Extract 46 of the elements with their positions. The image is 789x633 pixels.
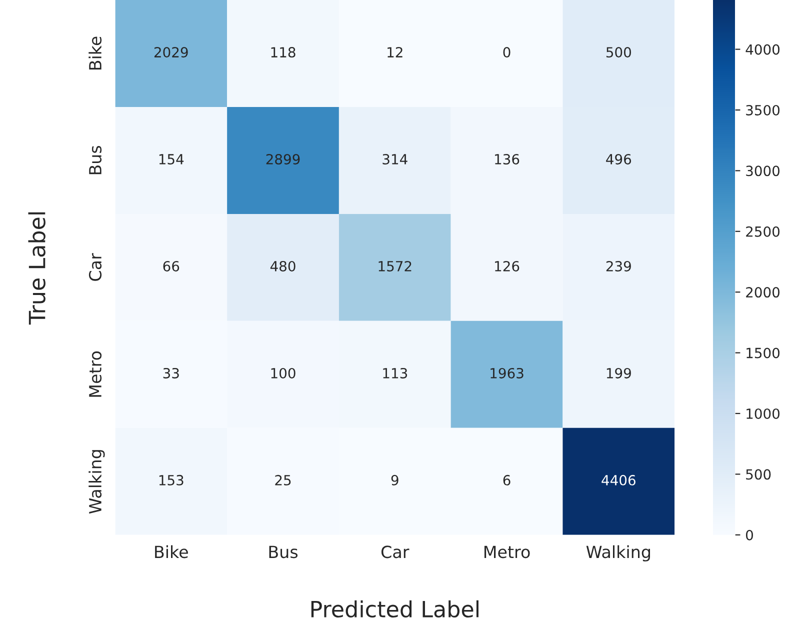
data-label: 100 <box>271 368 296 378</box>
data-label: 480 <box>270 260 296 272</box>
x-axis-title: Predicted Label <box>311 600 478 618</box>
data-label: 25 <box>275 474 291 486</box>
data-label: 136 <box>495 154 520 164</box>
x-tick-label: Bike <box>155 545 188 558</box>
data-label: 153 <box>159 474 184 486</box>
data-label: 33 <box>163 368 179 378</box>
data-label: 0 <box>503 47 510 58</box>
y-tick-label: Bus <box>89 146 102 174</box>
data-label: 1963 <box>490 368 524 378</box>
data-label: 66 <box>163 260 180 272</box>
data-label: 4406 <box>602 474 636 486</box>
data-label: 1572 <box>378 260 412 272</box>
color-bar-label: 500 <box>746 469 771 480</box>
data-label: 500 <box>606 47 631 58</box>
color-bar-label: 3500 <box>746 104 780 116</box>
x-tick-label: Car <box>381 546 410 558</box>
color-bar-label: 4000 <box>746 44 780 55</box>
y-tick-label: Car <box>88 253 102 281</box>
y-axis-title: True Label <box>28 212 46 325</box>
data-label: 199 <box>606 368 631 378</box>
color-bar-label: 2000 <box>746 287 780 298</box>
data-label: 239 <box>606 260 631 272</box>
x-tick-label: Bus <box>269 546 298 558</box>
color-bar-label: 1500 <box>746 348 780 358</box>
color-bar-label: 0 <box>746 530 753 540</box>
x-tick-label: Metro <box>484 546 530 558</box>
color-bar-label: 2500 <box>746 226 780 237</box>
data-label: 314 <box>382 154 408 164</box>
data-label: 126 <box>495 260 520 272</box>
color-bar-label: 3000 <box>746 166 780 176</box>
data-label: 2899 <box>266 154 300 164</box>
data-label: 118 <box>271 47 296 58</box>
data-label: 113 <box>383 368 408 378</box>
y-tick-label: Walking <box>88 450 105 514</box>
x-tick-label: Walking <box>586 545 650 562</box>
y-tick-label: Metro <box>89 351 102 397</box>
data-label: 6 <box>503 474 510 486</box>
data-label: 9 <box>391 474 398 486</box>
data-label: 12 <box>388 47 402 58</box>
data-label: 154 <box>159 154 184 164</box>
data-label: 2029 <box>154 47 188 58</box>
color-bar-label: 1000 <box>746 408 780 419</box>
y-tick-label: Bike <box>88 36 102 70</box>
data-label: 496 <box>606 154 632 164</box>
